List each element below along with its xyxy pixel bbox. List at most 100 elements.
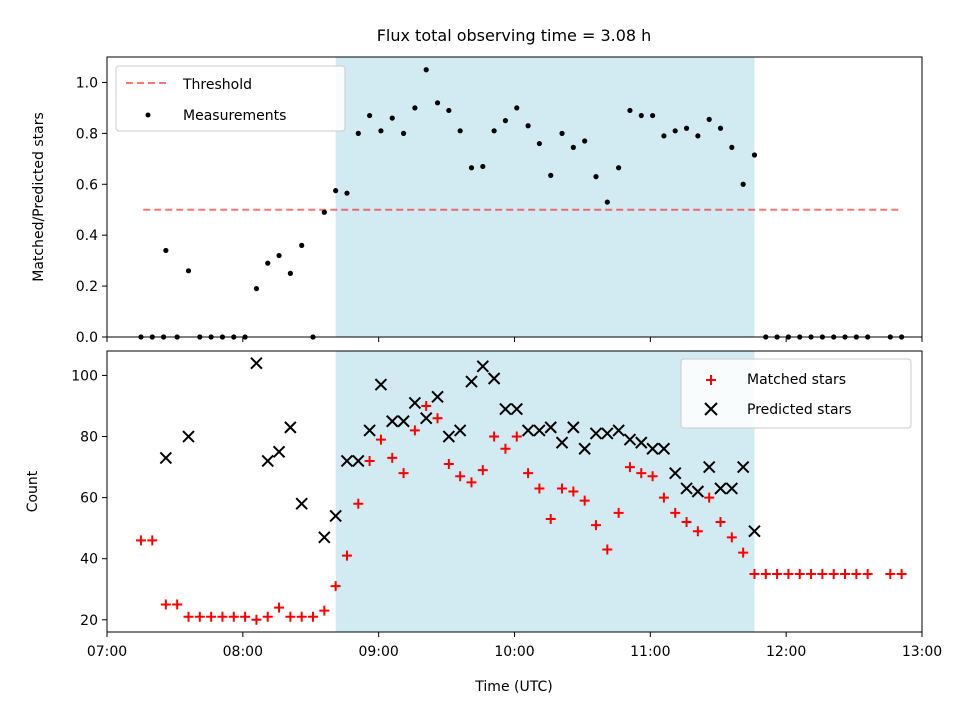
measurement-point [729,144,735,150]
predicted-star-point [669,466,682,480]
matched-star-point [319,605,330,616]
x-tick-label: 12:00 [766,644,806,660]
predicted-star-point [702,460,716,474]
measurement-point [548,172,554,178]
y-tick-label: 1.0 [76,75,98,91]
predicted-star-point [578,442,591,455]
predicted-star-point [555,436,569,449]
y-tick-label: 80 [80,430,98,446]
matched-star-point [658,492,669,503]
legend-measurements-label: Measurements [183,108,286,124]
matched-star-point [240,611,251,622]
x-tick-label: 08:00 [223,644,263,660]
measurement-point [457,128,463,134]
predicted-star-point [363,424,376,437]
matched-star-point [670,507,681,518]
measurement-point [276,252,282,259]
matched-star-point [806,568,817,579]
matched-star-point [613,507,624,518]
matched-star-point [194,611,205,622]
predicted-star-point [680,482,693,495]
predicted-star-point [521,424,535,437]
predicted-star-point [397,415,410,428]
matched-star-point [489,431,500,442]
matched-star-point [760,568,771,579]
predicted-star-point [499,402,512,416]
measurement-point [570,144,576,150]
y-tick-label: 60 [80,491,98,507]
matched-star-point [172,599,183,610]
x-tick-label: 11:00 [630,644,670,660]
predicted-star-point [589,427,603,440]
ratio-y-axis-label: Matched/Predicted stars [31,112,47,282]
predicted-star-point [487,372,501,385]
matched-star-point [387,452,398,463]
predicted-star-point [420,411,433,425]
legend-predicted-swatch [704,402,718,416]
legend-measurement-swatch [145,112,151,118]
ratio-panel-frame [106,56,923,338]
predicted-star-point [250,357,263,370]
y-tick-label: 0.2 [76,279,98,295]
measurement-point [593,174,599,180]
matched-star-point [285,611,296,622]
matched-star-point [341,550,352,561]
measurement-point [683,125,690,131]
measurement-point [695,133,701,139]
predicted-star-point [442,430,456,443]
measurement-point [717,125,724,131]
matched-star-point [523,468,534,479]
predicted-star-point [657,442,671,455]
matched-star-point [828,568,839,579]
matched-star-point [840,568,851,579]
matched-stars-points [135,400,907,625]
measurement-point [616,165,622,171]
matched-star-point [160,599,171,610]
measurement-point [525,123,531,129]
matched-star-point [251,614,262,625]
matched-star-point [896,568,907,579]
count-y-axis-ticks: 20 40 60 80 100 [71,368,107,629]
predicted-star-point [714,482,727,495]
predicted-star-point [329,509,342,523]
matched-star-point [217,611,228,622]
measurement-point [163,247,169,254]
predicted-star-point [408,396,422,410]
predicted-star-point [261,454,274,468]
matched-star-point [681,517,692,528]
matched-star-point [228,611,239,622]
measurement-point [333,188,339,194]
predicted-star-point [386,415,399,428]
matched-star-point [715,517,726,528]
matched-star-point [353,498,364,509]
predicted-star-point [635,436,648,449]
legend-threshold-label: Threshold [182,77,252,93]
matched-star-point [375,434,386,445]
y-tick-label: 0.8 [76,126,98,142]
chart-title: Flux total observing time = 3.08 h [377,26,652,45]
ratio-panel: 0.0 0.2 0.4 0.6 0.8 1.0 Matched/Predicted sta… [31,56,923,346]
x-axis-label: Time (UTC) [474,679,552,695]
matched-star-point [591,520,601,531]
measurement-point [536,140,543,147]
matched-star-point [545,513,556,524]
ratio-x-axis-ticks [106,337,923,342]
predicted-star-point [544,421,557,434]
predicted-star-point [295,497,308,510]
measurement-point [661,133,667,139]
measurement-point [287,270,293,276]
matched-star-point [409,425,420,436]
matched-star-point [794,568,805,579]
predicted-star-point [510,402,523,416]
predicted-star-point [272,445,286,459]
legend-matched-label: Matched stars [747,372,846,388]
measurement-point [672,128,678,134]
measurement-point [706,116,712,122]
measurement-point [253,286,260,292]
measurement-point [604,199,610,205]
predicted-star-point [691,485,705,498]
y-tick-label: 20 [80,613,98,629]
measurement-point [740,181,746,187]
measurement-point [412,105,418,111]
matched-star-point [432,413,443,424]
